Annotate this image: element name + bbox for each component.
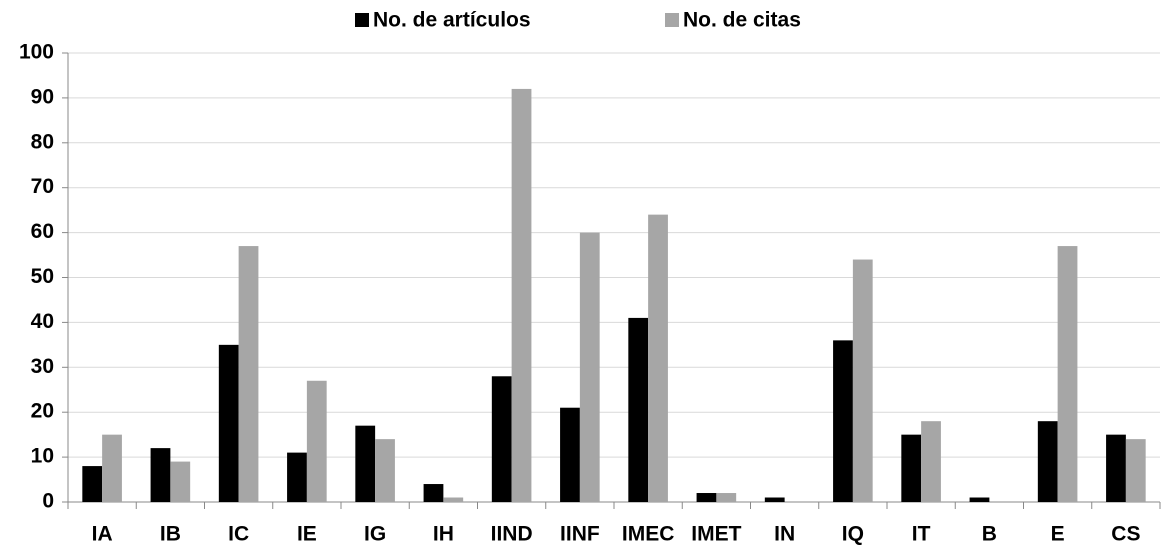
bar: [1125, 439, 1146, 502]
bar: [491, 376, 512, 502]
x-tick-label: IA: [92, 523, 113, 546]
bar: [218, 344, 239, 502]
bar: [511, 88, 532, 503]
bar: [82, 466, 103, 502]
x-tick-label: IQ: [842, 523, 864, 546]
legend-swatch: [665, 13, 679, 27]
x-tick-label: IE: [297, 523, 317, 546]
bar: [423, 484, 444, 502]
bar: [579, 232, 600, 502]
bar: [287, 452, 307, 502]
x-tick-label: B: [982, 523, 997, 546]
bar: [764, 497, 785, 502]
x-tick-label: CS: [1111, 523, 1140, 546]
bar: [1106, 434, 1126, 502]
y-tick-label: 70: [31, 175, 54, 198]
bar: [443, 497, 464, 502]
y-tick-label: 30: [31, 355, 54, 378]
y-tick-label: 90: [31, 85, 54, 108]
bar: [901, 434, 922, 502]
x-tick-label: IC: [228, 523, 249, 546]
bar: [833, 340, 853, 502]
x-tick-label: IB: [160, 523, 181, 546]
bar: [150, 448, 171, 502]
legend-label: No. de citas: [683, 9, 801, 32]
x-tick-label: IG: [364, 523, 386, 546]
x-tick-label: IINF: [560, 523, 600, 546]
x-tick-label: IMET: [691, 523, 741, 546]
x-tick-label: IN: [774, 523, 795, 546]
x-tick-label: E: [1051, 523, 1065, 546]
y-tick-label: 0: [42, 490, 54, 513]
bar: [238, 246, 259, 502]
x-tick-label: IT: [912, 523, 931, 546]
bar: [355, 425, 376, 502]
bar: [102, 434, 122, 502]
bar: [969, 497, 990, 502]
bar: [1057, 246, 1078, 502]
bar: [170, 461, 191, 502]
y-tick-label: 50: [31, 265, 54, 288]
bar: [648, 214, 668, 502]
y-tick-label: 20: [31, 400, 54, 423]
y-tick-label: 80: [31, 130, 54, 153]
y-tick-label: 10: [31, 445, 54, 468]
y-tick-label: 40: [31, 310, 54, 333]
bar: [306, 380, 327, 502]
bar: [696, 493, 717, 502]
x-tick-label: IIND: [491, 523, 533, 546]
bar: [1037, 421, 1058, 502]
legend-label: No. de artículos: [373, 9, 531, 32]
y-tick-label: 100: [19, 41, 54, 64]
y-tick-label: 60: [31, 220, 54, 243]
bar: [716, 493, 737, 502]
bar: [560, 407, 580, 502]
legend-swatch: [355, 13, 369, 27]
bar: [921, 421, 941, 502]
x-tick-label: IMEC: [622, 523, 675, 546]
bar: [628, 317, 649, 502]
x-tick-label: IH: [433, 523, 454, 546]
bar: [852, 259, 873, 502]
bar: [375, 439, 395, 502]
